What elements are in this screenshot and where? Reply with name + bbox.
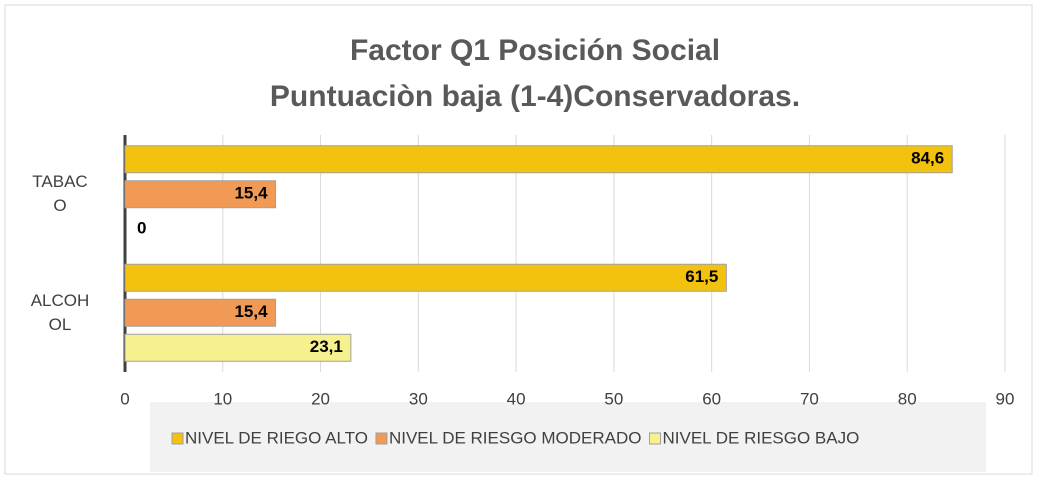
y-tick-label: TABACO — [32, 172, 88, 216]
legend-label: NIVEL DE RIESGO BAJO — [663, 428, 860, 447]
bar — [124, 333, 352, 362]
x-tick-label: 60 — [702, 389, 721, 408]
value-label: 84,6 — [911, 149, 944, 168]
chart-frame — [4, 4, 1033, 475]
x-tick-label: 40 — [507, 389, 526, 408]
legend-box — [150, 402, 986, 472]
legend-label: NIVEL DE RIEGO ALTO — [185, 428, 368, 447]
x-tick-label: 10 — [213, 389, 232, 408]
legend-label: NIVEL DE RIESGO MODERADO — [389, 428, 642, 447]
chart-title: Factor Q1 Posición Social — [350, 34, 720, 67]
y-tick-label: ALCOHOL — [30, 290, 90, 334]
x-tick-label: 0 — [120, 389, 129, 408]
legend-swatch — [375, 432, 388, 445]
x-tick-label: 70 — [800, 389, 819, 408]
bar — [124, 298, 277, 327]
y-tick-label-box: TABACO — [32, 172, 88, 216]
x-tick-label: 50 — [604, 389, 623, 408]
value-label: 61,5 — [685, 267, 718, 286]
x-tick-label: 90 — [996, 389, 1015, 408]
value-label: 15,4 — [234, 184, 268, 203]
bar — [124, 145, 953, 174]
legend-swatch — [171, 432, 184, 445]
y-tick-label-box: ALCOHOL — [30, 290, 90, 334]
x-tick-label: 30 — [409, 389, 428, 408]
x-tick-label: 20 — [311, 389, 330, 408]
legend-swatch — [649, 432, 661, 445]
bar — [124, 263, 727, 292]
value-label: 23,1 — [310, 337, 343, 356]
x-tick-label: 80 — [898, 389, 917, 408]
value-label: 0 — [137, 219, 146, 238]
chart-title: Puntuaciòn baja (1-4)Conservadoras. — [270, 80, 800, 113]
value-label: 15,4 — [234, 302, 268, 321]
bar — [124, 180, 277, 209]
